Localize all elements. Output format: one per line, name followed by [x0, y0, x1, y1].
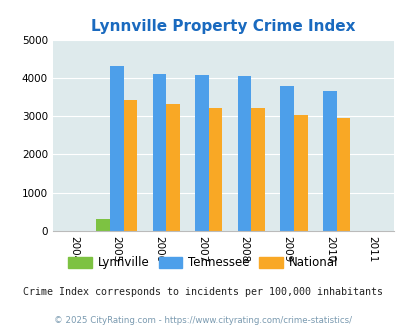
Bar [195, 75, 208, 231]
Bar [96, 218, 110, 231]
Bar [152, 74, 166, 231]
Text: Crime Index corresponds to incidents per 100,000 inhabitants: Crime Index corresponds to incidents per… [23, 287, 382, 297]
Bar [166, 104, 179, 231]
Bar [322, 91, 336, 231]
Bar [251, 108, 264, 231]
Legend: Lynnville, Tennessee, National: Lynnville, Tennessee, National [63, 252, 342, 274]
Bar [237, 76, 251, 231]
Bar [110, 66, 123, 231]
Bar [208, 108, 222, 231]
Bar [336, 118, 350, 231]
Bar [280, 86, 293, 231]
Title: Lynnville Property Crime Index: Lynnville Property Crime Index [91, 19, 355, 34]
Text: © 2025 CityRating.com - https://www.cityrating.com/crime-statistics/: © 2025 CityRating.com - https://www.city… [54, 315, 351, 325]
Bar [123, 100, 137, 231]
Bar [293, 115, 307, 231]
